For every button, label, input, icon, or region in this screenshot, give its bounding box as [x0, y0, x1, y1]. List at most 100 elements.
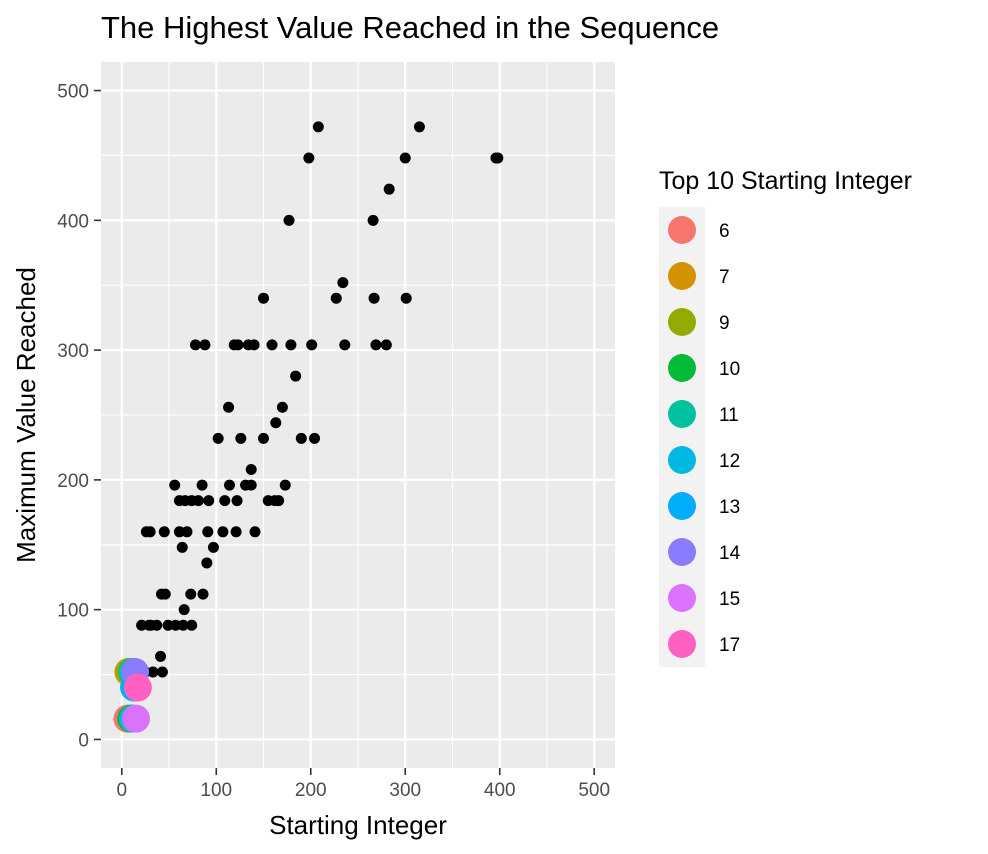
data-point: [231, 495, 243, 507]
data-point: [245, 479, 257, 491]
legend-label: 7: [719, 267, 730, 288]
legend-key-7: [668, 262, 696, 290]
y-axis-title: Maximum Value Reached: [11, 267, 41, 563]
data-point: [285, 339, 297, 351]
x-tick-label: 500: [578, 780, 610, 801]
data-point: [380, 339, 392, 351]
data-point: [224, 479, 235, 491]
data-point: [147, 666, 159, 678]
data-point: [162, 619, 174, 631]
data-point: [400, 292, 412, 304]
data-point: [230, 526, 242, 538]
legend-label: 12: [719, 451, 740, 472]
data-point: [186, 619, 198, 631]
legend-key-15: [668, 584, 696, 612]
y-axis: 0 100 200 300 400 500: [57, 82, 101, 751]
data-point: [196, 479, 208, 491]
x-tick-label: 300: [389, 780, 421, 801]
legend-key-14: [668, 538, 696, 566]
data-point: [290, 370, 302, 382]
data-point: [173, 526, 185, 538]
data-point: [276, 401, 288, 413]
legend-key-9: [668, 308, 696, 336]
legend-label: 15: [719, 589, 740, 610]
data-point: [203, 495, 215, 507]
data-point: [273, 495, 285, 507]
x-tick-label: 200: [295, 780, 327, 801]
grid: [101, 62, 615, 768]
legend-label: 10: [719, 359, 740, 380]
data-point: [219, 495, 231, 507]
data-point: [283, 214, 295, 226]
data-point: [156, 666, 168, 678]
y-tick-label: 0: [78, 730, 89, 751]
data-point: [212, 432, 224, 444]
data-point: [270, 417, 282, 429]
data-point: [176, 541, 188, 553]
data-point: [368, 292, 380, 304]
data-point: [177, 619, 189, 631]
data-point: [258, 432, 270, 444]
legend-key-10: [668, 354, 696, 382]
data-point: [159, 588, 171, 600]
data-point: [217, 526, 229, 538]
data-point: [207, 541, 219, 553]
data-point: [136, 619, 148, 631]
legend-label: 11: [719, 405, 739, 426]
data-point: [185, 588, 197, 600]
y-tick-label: 200: [57, 471, 89, 492]
data-point: [248, 339, 260, 351]
data-point: [155, 650, 167, 662]
data-point: [249, 526, 261, 538]
data-point: [232, 339, 244, 351]
data-point: [309, 432, 321, 444]
data-point: [279, 479, 291, 491]
x-tick-label: 400: [484, 780, 516, 801]
data-point: [199, 339, 211, 351]
data-point: [158, 526, 170, 538]
data-point: [312, 121, 324, 133]
legend-key-11: [668, 400, 696, 428]
data-point: [367, 214, 379, 226]
data-point: [178, 604, 190, 616]
chart-title: The Highest Value Reached in the Sequenc…: [101, 10, 719, 45]
data-point: [258, 292, 270, 304]
y-tick-label: 400: [57, 211, 89, 232]
data-point: [339, 339, 351, 351]
data-point: [337, 277, 349, 289]
x-tick-label: 0: [116, 780, 127, 801]
data-point: [383, 183, 395, 195]
x-axis-title: Starting Integer: [269, 810, 447, 840]
data-point: [413, 121, 425, 133]
data-point: [145, 619, 157, 631]
data-point: [144, 526, 156, 538]
data-point: [245, 464, 257, 476]
legend-label: 6: [719, 221, 730, 242]
y-tick-label: 300: [57, 341, 89, 362]
data-point: [306, 339, 318, 351]
data-point: [303, 152, 315, 164]
data-point: [169, 479, 181, 491]
data-point: [170, 619, 182, 631]
data-point: [295, 432, 307, 444]
data-point: [223, 401, 235, 413]
legend-key-6: [668, 216, 696, 244]
x-axis: 0 100 200 300 400 500: [116, 768, 610, 801]
legend-title: Top 10 Starting Integer: [659, 167, 912, 195]
x-tick-label: 100: [200, 780, 232, 801]
data-point: [181, 526, 193, 538]
data-point: [202, 526, 214, 538]
y-tick-label: 500: [57, 82, 89, 103]
data-point: [399, 152, 411, 164]
data-point: [492, 152, 504, 164]
data-point: [201, 557, 213, 569]
legend-label: 17: [719, 635, 740, 656]
legend-key-17: [668, 630, 696, 658]
legend-label: 13: [719, 497, 740, 518]
y-tick-label: 100: [57, 601, 89, 622]
data-point: [189, 339, 201, 351]
legend-key-12: [668, 446, 696, 474]
data-point: [330, 292, 342, 304]
data-point: [266, 339, 278, 351]
